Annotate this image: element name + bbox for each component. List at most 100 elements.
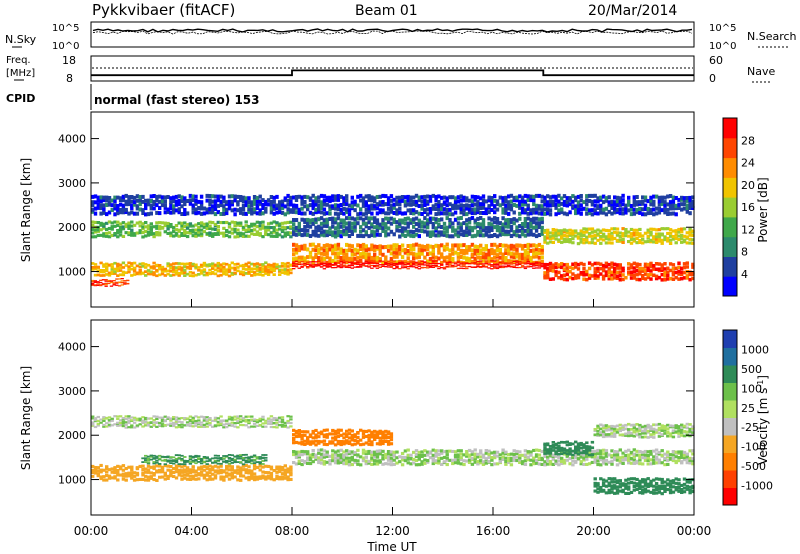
cell bbox=[127, 221, 131, 225]
cell bbox=[345, 253, 349, 257]
cell bbox=[677, 230, 681, 234]
cell bbox=[258, 233, 262, 237]
cell bbox=[255, 424, 260, 427]
cell bbox=[188, 274, 193, 277]
cell bbox=[345, 439, 349, 443]
cell bbox=[537, 265, 542, 267]
cell bbox=[557, 456, 561, 460]
cell bbox=[266, 464, 271, 468]
cell bbox=[319, 226, 324, 231]
cell bbox=[400, 255, 405, 260]
cell bbox=[219, 457, 223, 459]
cell bbox=[476, 260, 480, 263]
cell bbox=[213, 194, 218, 199]
cell bbox=[384, 245, 388, 249]
cell bbox=[414, 458, 419, 462]
cell bbox=[116, 478, 120, 482]
cell bbox=[674, 275, 678, 280]
cell bbox=[548, 449, 553, 453]
cell bbox=[247, 478, 251, 482]
cell bbox=[473, 262, 477, 264]
cell bbox=[188, 262, 193, 265]
cell bbox=[518, 456, 522, 460]
cell bbox=[495, 462, 500, 466]
cell bbox=[227, 462, 232, 465]
nsearch-tick-low: 10^0 bbox=[709, 41, 736, 52]
cell bbox=[487, 234, 491, 239]
cell bbox=[146, 459, 151, 462]
cell bbox=[275, 470, 279, 474]
cell bbox=[158, 273, 162, 277]
cell bbox=[512, 247, 516, 252]
cell bbox=[141, 477, 145, 481]
cell bbox=[462, 463, 466, 467]
cell bbox=[275, 418, 279, 421]
cell bbox=[272, 228, 276, 232]
cell bbox=[342, 432, 346, 436]
cell bbox=[319, 232, 324, 237]
cell bbox=[252, 419, 257, 422]
cell bbox=[239, 418, 243, 421]
cell bbox=[632, 261, 636, 266]
cell bbox=[459, 458, 463, 462]
cell bbox=[225, 207, 229, 212]
cell bbox=[319, 432, 324, 436]
cell bbox=[345, 265, 349, 267]
cell bbox=[574, 195, 578, 200]
cell bbox=[353, 266, 357, 268]
cell bbox=[194, 265, 198, 269]
cell bbox=[395, 200, 399, 205]
cell bbox=[211, 468, 215, 472]
cell bbox=[476, 455, 480, 459]
cell bbox=[501, 457, 505, 461]
cell bbox=[507, 453, 511, 457]
cell bbox=[657, 237, 662, 241]
cell bbox=[230, 418, 234, 421]
cell bbox=[434, 461, 438, 465]
cell bbox=[462, 251, 466, 256]
cell bbox=[546, 203, 550, 208]
cell bbox=[627, 199, 631, 204]
cell bbox=[130, 274, 134, 277]
cell bbox=[378, 429, 382, 433]
cell bbox=[261, 198, 265, 203]
cell bbox=[121, 261, 126, 265]
cell bbox=[158, 266, 162, 270]
cell bbox=[364, 221, 368, 226]
cell bbox=[551, 277, 555, 281]
cell bbox=[328, 226, 332, 231]
cell bbox=[294, 195, 299, 199]
cell bbox=[381, 260, 385, 265]
cell bbox=[241, 417, 246, 420]
cell bbox=[216, 469, 220, 473]
cell bbox=[381, 218, 385, 223]
cell bbox=[300, 211, 304, 216]
cell bbox=[451, 243, 455, 248]
cell bbox=[158, 199, 162, 204]
cell bbox=[264, 225, 268, 229]
cell bbox=[440, 211, 444, 216]
cell bbox=[518, 450, 522, 454]
cell bbox=[509, 224, 514, 229]
cell bbox=[587, 193, 592, 198]
cell bbox=[169, 456, 173, 458]
cell bbox=[300, 195, 304, 200]
cell bbox=[409, 198, 413, 203]
cell bbox=[280, 235, 285, 239]
cell bbox=[278, 227, 282, 231]
cell bbox=[135, 424, 140, 427]
cell bbox=[431, 245, 435, 249]
cell bbox=[381, 229, 385, 233]
cell bbox=[493, 450, 497, 454]
cell bbox=[400, 455, 405, 459]
cell bbox=[481, 194, 486, 199]
cell bbox=[124, 193, 128, 198]
cell bbox=[278, 265, 282, 268]
cell bbox=[353, 450, 357, 454]
cell bbox=[300, 201, 304, 206]
cell bbox=[381, 449, 385, 453]
cell bbox=[451, 221, 455, 226]
cell bbox=[523, 453, 528, 457]
cell bbox=[250, 474, 254, 478]
cell bbox=[403, 226, 408, 231]
